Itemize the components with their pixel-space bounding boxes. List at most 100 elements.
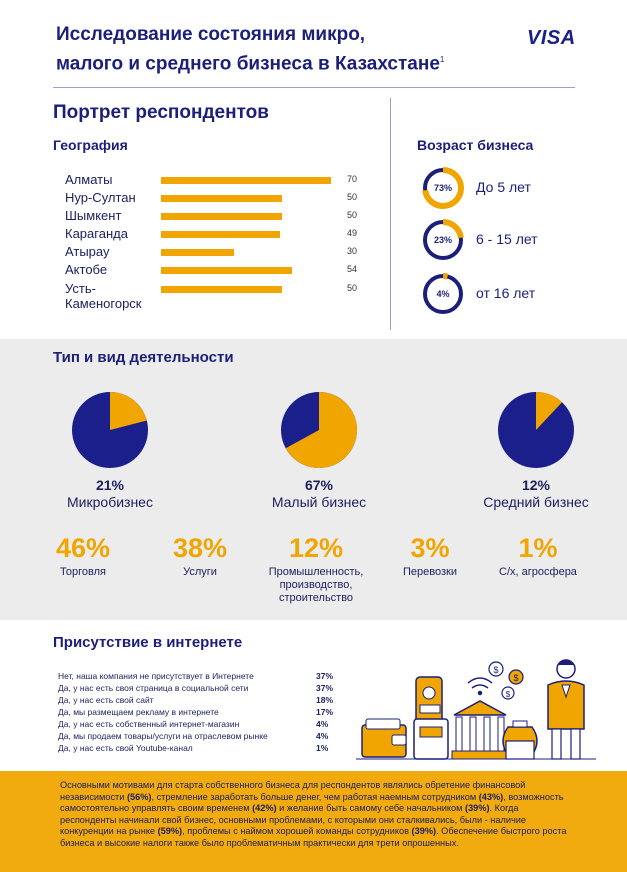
- report-title-line1: Исследование состояния микро,: [56, 24, 366, 45]
- age-item: 23% 6 - 15 лет: [421, 218, 591, 262]
- pie-slice-share: [536, 392, 563, 430]
- age-ring-arc: [442, 219, 464, 239]
- internet-label: Да, у нас есть своя страница в социально…: [58, 683, 249, 693]
- sector-label: Торговля: [60, 566, 106, 578]
- businessman-icon: [547, 659, 585, 760]
- internet-label: Да, у нас есть собственный интернет-мага…: [58, 719, 240, 729]
- sector-value: 3%: [410, 533, 450, 563]
- geo-label: Шымкент: [65, 208, 122, 223]
- footer-highlight: (59%): [157, 826, 183, 837]
- sector-stat: 46% Торговля: [23, 533, 143, 579]
- wallet-icon: [361, 718, 407, 758]
- sector-label: Промышленность, производство, строительс…: [268, 566, 364, 604]
- internet-row: Да, у нас есть свой сайт 18%: [58, 695, 338, 707]
- footer-text-part: Основными мотивами для старта собственно…: [60, 780, 526, 802]
- geo-bar: [161, 195, 283, 202]
- geo-value: 49: [347, 228, 358, 238]
- geo-label: Нур-Султан: [65, 190, 136, 205]
- geo-bar: [161, 231, 280, 238]
- footer-text-part: . Обеспечение быстрого роста бизнеса и в…: [60, 826, 567, 848]
- geo-value: 50: [347, 210, 358, 220]
- geo-label: Актобе: [65, 262, 108, 277]
- geography-title: География: [53, 137, 128, 153]
- activity-title: Тип и вид деятельности: [53, 349, 234, 366]
- money-bag-icon: [502, 720, 538, 760]
- age-ring-arc: [442, 273, 449, 280]
- geo-value: 50: [347, 192, 358, 202]
- internet-label: Да, у нас есть свой Youtube-канал: [58, 743, 193, 753]
- internet-label: Нет, наша компания не присутствует в Инт…: [58, 671, 254, 681]
- internet-value: 4%: [316, 731, 329, 741]
- report-title: Исследование состояния микро, малого и с…: [56, 22, 496, 76]
- sector-stat: 3% Перевозки: [370, 533, 490, 579]
- geo-value: 30: [347, 246, 358, 256]
- footer-highlight: (39%): [411, 826, 437, 837]
- age-ring: [422, 167, 464, 209]
- sector-stat: 12% Промышленность, производство, строит…: [256, 533, 376, 605]
- footer-text-part: , стремление заработать больше денег, че…: [151, 791, 479, 802]
- pie-slice-share: [110, 392, 147, 430]
- footer-panel: [0, 771, 627, 872]
- pie-chart-small: 67% Малый бизнес: [239, 389, 399, 510]
- geo-value: 70: [347, 174, 358, 184]
- footer-text-part: . Когда респонденты начинали свой бизнес…: [60, 803, 526, 837]
- geo-row: Усть- Каменогорск 50: [65, 281, 365, 311]
- age-percent: 23%: [433, 235, 452, 245]
- geo-bar: [161, 177, 331, 184]
- pie-percent: 67%: [304, 477, 334, 493]
- pie-chart-micro: 21% Микробизнес: [30, 389, 190, 510]
- footer-highlight: (39%): [465, 803, 490, 814]
- internet-row: Нет, наша компания не присутствует в Инт…: [58, 671, 338, 683]
- report-title-line2-text: малого и среднего бизнеса в Казахстане: [56, 53, 440, 75]
- sector-value: 12%: [288, 533, 344, 563]
- footer-highlight: (42%): [252, 803, 277, 814]
- pie-slice-share: [285, 392, 357, 468]
- age-ring: [423, 219, 464, 260]
- report-title-line2: малого и среднего бизнеса в Казахстане1: [56, 47, 496, 76]
- geo-row: Атырау 30: [65, 244, 365, 262]
- age-label: от 16 лет: [476, 285, 536, 301]
- geo-row: Караганда 49: [65, 226, 365, 244]
- internet-value: 4%: [316, 719, 329, 729]
- portrait-title: Портрет респондентов: [53, 102, 269, 123]
- pie-percent: 21%: [95, 477, 125, 493]
- sector-stat: 38% Услуги: [140, 533, 260, 579]
- pie-label: Средний бизнес: [483, 494, 589, 510]
- age-ring-arc: [422, 167, 464, 209]
- internet-row: Да, у нас есть свой Youtube-канал 1%: [58, 743, 338, 755]
- pie-medium: [498, 392, 574, 468]
- dollar-coin-icon: $ $ $: [488, 661, 524, 700]
- pie-small: [281, 392, 357, 468]
- internet-label: Да, мы размещаем рекламу в интернете: [58, 707, 219, 717]
- geo-label: Караганда: [65, 226, 128, 241]
- geo-value: 54: [347, 264, 358, 274]
- internet-value: 37%: [316, 683, 334, 693]
- geo-row: Нур-Султан 50: [65, 190, 365, 208]
- geo-label: Усть- Каменогорск: [65, 281, 142, 311]
- age-item: 4% от 16 лет: [421, 272, 591, 316]
- pie-label: Микробизнес: [67, 494, 153, 510]
- footnote-mark: 1: [439, 55, 445, 64]
- geo-value: 50: [347, 283, 358, 293]
- internet-value: 1%: [316, 743, 329, 753]
- age-label: 6 - 15 лет: [476, 231, 538, 247]
- vertical-divider: [390, 98, 391, 330]
- geo-bar: [161, 213, 283, 220]
- geo-row: Шымкент 50: [65, 208, 365, 226]
- business-age-title: Возраст бизнеса: [417, 137, 534, 153]
- header-divider: [53, 87, 575, 88]
- sector-value: 1%: [518, 533, 558, 563]
- sector-stat: 1% С/х, агросфера: [478, 533, 598, 579]
- internet-row: Да, мы продаем товары/услуги на отраслев…: [58, 731, 338, 743]
- footer-highlight: (56%): [126, 791, 152, 802]
- geo-label: Алматы: [65, 172, 113, 187]
- geo-label: Атырау: [65, 244, 110, 259]
- internet-title: Присутствие в интернете: [53, 634, 243, 651]
- sector-value: 38%: [172, 533, 228, 563]
- footer-text-part: , проблемы с наймом хорошей команды сотр…: [182, 826, 412, 837]
- geo-row: Алматы 70: [65, 172, 365, 190]
- pie-label: Малый бизнес: [271, 494, 367, 510]
- internet-label: Да, у нас есть свой сайт: [58, 695, 154, 705]
- geo-bar: [161, 267, 293, 274]
- internet-row: Да, у нас есть собственный интернет-мага…: [58, 719, 338, 731]
